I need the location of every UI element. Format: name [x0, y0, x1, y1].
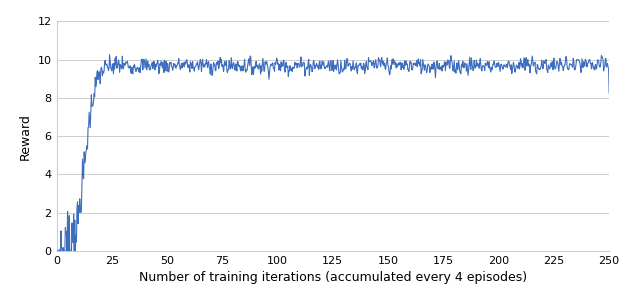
Y-axis label: Reward: Reward [19, 113, 32, 160]
X-axis label: Number of training iterations (accumulated every 4 episodes): Number of training iterations (accumulat… [139, 271, 527, 284]
